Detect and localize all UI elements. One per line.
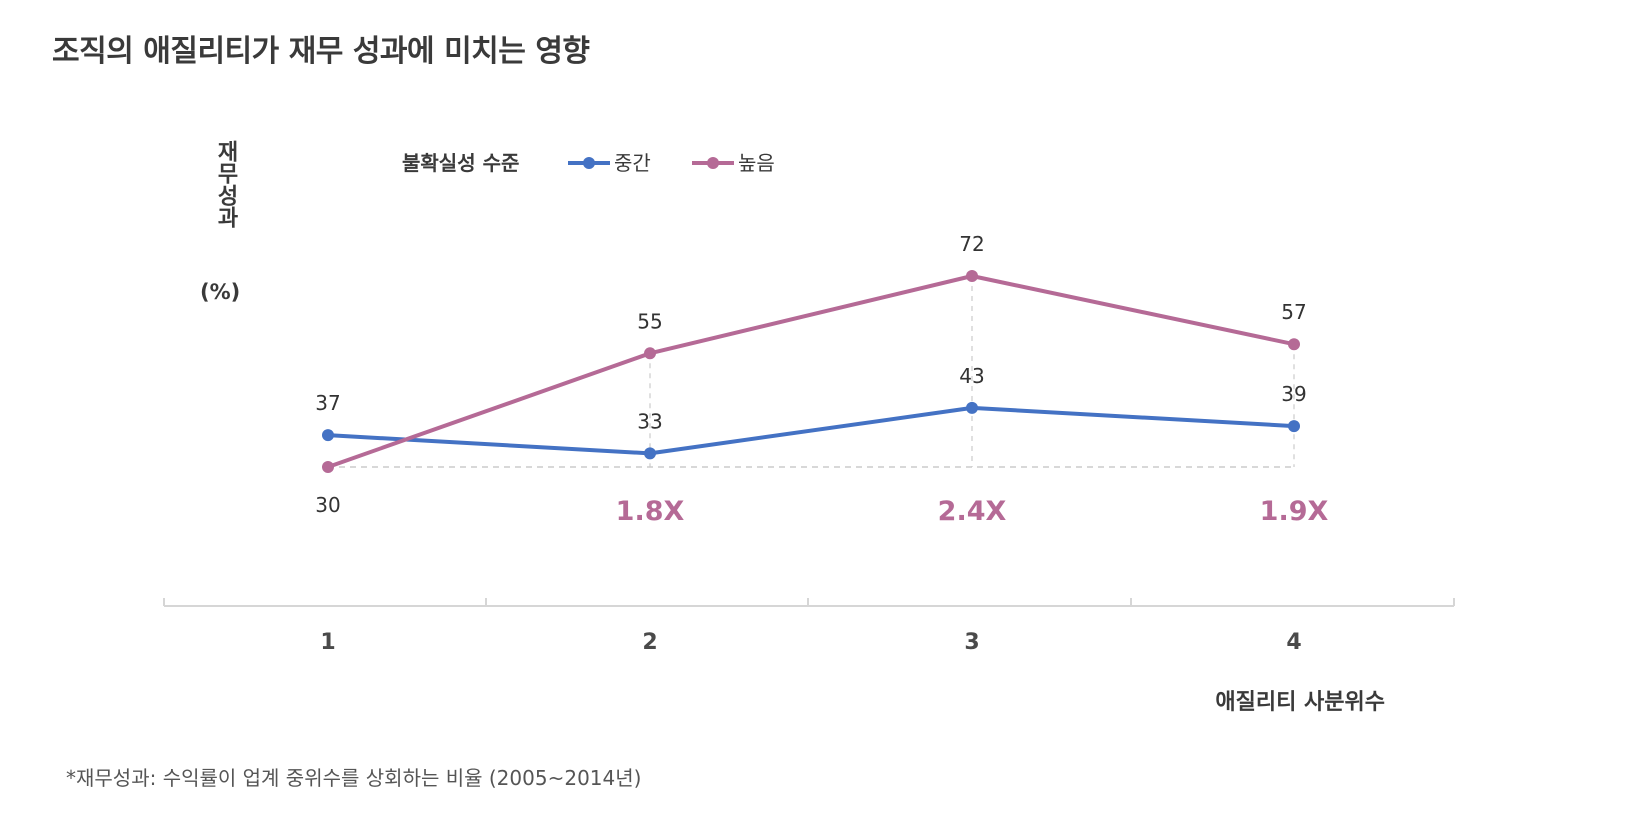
x-tick-label: 4 bbox=[1286, 630, 1301, 655]
x-axis-label: 애질리티 사분위수 bbox=[1215, 690, 1385, 715]
data-point bbox=[1288, 338, 1300, 351]
data-label: 57 bbox=[1281, 300, 1306, 324]
data-point bbox=[322, 461, 334, 473]
data-label: 72 bbox=[959, 232, 984, 256]
x-axis: 1 2 3 4 bbox=[163, 598, 1455, 655]
x-tick-label: 2 bbox=[642, 630, 657, 655]
y-axis-unit: (%) bbox=[200, 280, 241, 304]
data-point bbox=[644, 447, 656, 460]
data-point bbox=[966, 401, 978, 414]
data-point bbox=[644, 347, 656, 360]
data-point bbox=[322, 429, 334, 442]
chart-title: 조직의 애질리티가 재무 성과에 미치는 영향 bbox=[52, 34, 590, 69]
legend: 불확실성 수준 중간 높음 bbox=[402, 151, 775, 175]
multiplier-label: 2.4X bbox=[938, 496, 1007, 527]
x-tick-label: 1 bbox=[320, 630, 335, 655]
multiplier-label: 1.8X bbox=[616, 496, 685, 527]
labels-layer: 37 33 43 39 30 55 72 57 1.8X 2.4X 1.9X bbox=[315, 232, 1328, 527]
data-point bbox=[1288, 420, 1300, 433]
series-line-high bbox=[326, 274, 1296, 469]
data-label: 39 bbox=[1281, 382, 1306, 406]
data-label: 43 bbox=[959, 364, 984, 388]
legend-entry: 높음 bbox=[738, 151, 775, 175]
data-point bbox=[966, 270, 978, 282]
legend-swatch-dot bbox=[707, 157, 719, 169]
x-tick-label: 3 bbox=[964, 630, 979, 655]
footnote: *재무성과: 수익률이 업계 중위수를 상회하는 비율 (2005~2014년) bbox=[66, 766, 642, 790]
multiplier-label: 1.9X bbox=[1260, 496, 1329, 527]
data-label: 37 bbox=[315, 391, 340, 415]
legend-entry: 중간 bbox=[614, 151, 651, 175]
data-label: 30 bbox=[315, 493, 340, 517]
data-label: 33 bbox=[637, 409, 662, 433]
legend-swatch-dot bbox=[583, 157, 595, 169]
guide-lines bbox=[328, 276, 1295, 468]
series-layer bbox=[322, 270, 1300, 473]
data-label: 55 bbox=[637, 309, 662, 333]
legend-title: 불확실성 수준 bbox=[402, 151, 519, 175]
y-axis-label: 재무성과 bbox=[213, 140, 238, 228]
series-line-mid bbox=[326, 405, 1296, 456]
